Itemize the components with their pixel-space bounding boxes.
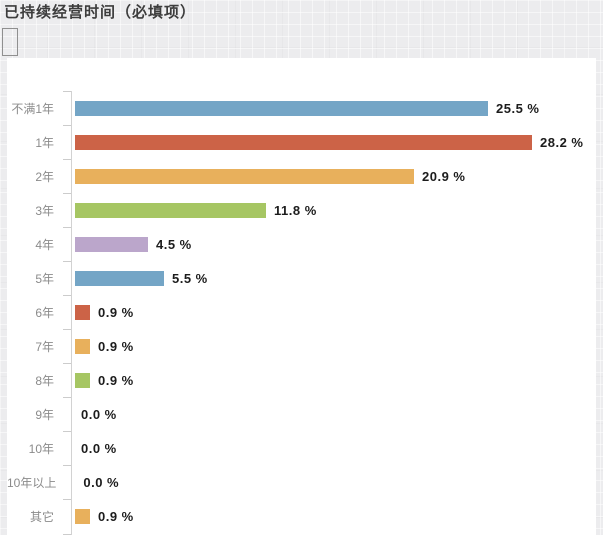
chart-row: 2年 20.9 %: [7, 159, 596, 193]
page-title: 已持续经营时间（必填项）: [4, 4, 197, 21]
bar-area: 5.5 %: [63, 270, 208, 286]
value-label: 28.2 %: [540, 134, 584, 150]
bar-area: 0.0 %: [63, 441, 117, 456]
bar-chart-panel: 不满1年 25.5 % 1年 28.2 % 2年 20.9 % 3年 11.8 % 4年 4.5 …: [7, 58, 596, 535]
chart-row: 不满1年 25.5 %: [7, 91, 596, 125]
bar: [75, 338, 90, 354]
chart-row: 10年以上 0.0 %: [7, 465, 596, 499]
category-label: 9年: [35, 407, 54, 422]
value-label: 0.9 %: [98, 338, 134, 354]
category-label: 6年: [35, 305, 54, 320]
bar-area: 0.9 %: [63, 304, 134, 320]
value-label: 5.5 %: [172, 270, 208, 286]
category-label: 其它: [29, 509, 54, 524]
chart-row: 其它 0.9 %: [7, 499, 596, 533]
chart-row: 10年 0.0 %: [7, 431, 596, 465]
bar-area: 25.5 %: [63, 100, 540, 116]
chart-row: 7年 0.9 %: [7, 329, 596, 363]
value-label: 0.0 %: [81, 440, 117, 456]
value-label: 4.5 %: [156, 236, 192, 252]
value-label: 25.5 %: [496, 100, 540, 116]
bar-area: 20.9 %: [63, 168, 466, 184]
bar: [75, 236, 148, 252]
chart-row: 6年 0.9 %: [7, 295, 596, 329]
bar-area: 4.5 %: [63, 236, 192, 252]
chart-row: 9年 0.0 %: [7, 397, 596, 431]
bar-area: 0.9 %: [63, 372, 134, 388]
bar: [75, 168, 414, 184]
bar: [75, 270, 164, 286]
value-label: 20.9 %: [422, 168, 466, 184]
value-label: 0.9 %: [98, 508, 134, 524]
bar: [75, 100, 488, 116]
category-label: 10年以上: [7, 475, 57, 490]
bar-area: 0.9 %: [63, 508, 134, 524]
chart-row: 1年 28.2 %: [7, 125, 596, 159]
chart-row: 8年 0.9 %: [7, 363, 596, 397]
chart-rows: 不满1年 25.5 % 1年 28.2 % 2年 20.9 % 3年 11.8 % 4年 4.5 …: [7, 91, 596, 535]
category-label: 10年: [28, 441, 54, 456]
bar: [75, 372, 90, 388]
value-label: 11.8 %: [274, 202, 317, 218]
chart-row: 4年 4.5 %: [7, 227, 596, 261]
category-label: 5年: [35, 271, 54, 286]
value-label: 0.9 %: [98, 304, 134, 320]
y-axis-line: [71, 91, 72, 535]
category-label: 8年: [35, 373, 54, 388]
bar-area: 0.0 %: [63, 407, 117, 422]
bar-area: 0.9 %: [63, 338, 134, 354]
expander-box[interactable]: [2, 28, 18, 56]
value-label: 0.9 %: [98, 372, 134, 388]
chart-row: 5年 5.5 %: [7, 261, 596, 295]
category-label: 1年: [35, 135, 54, 150]
bar: [75, 134, 532, 150]
category-label: 3年: [35, 203, 54, 218]
bar-area: 28.2 %: [63, 134, 584, 150]
bar-area: 0.0 %: [65, 475, 119, 490]
chart-row: 3年 11.8 %: [7, 193, 596, 227]
bar: [75, 202, 266, 218]
category-label: 2年: [35, 169, 54, 184]
bar-area: 11.8 %: [63, 202, 317, 218]
bar: [75, 508, 90, 524]
value-label: 0.0 %: [81, 406, 117, 422]
value-label: 0.0 %: [83, 474, 120, 490]
category-label: 7年: [35, 339, 54, 354]
category-label: 不满1年: [11, 101, 54, 116]
category-label: 4年: [35, 237, 54, 252]
bar: [75, 304, 90, 320]
